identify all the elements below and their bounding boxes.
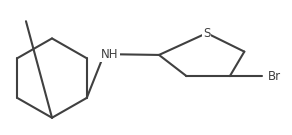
- Text: S: S: [203, 27, 211, 40]
- Text: NH: NH: [101, 48, 119, 61]
- Text: Br: Br: [268, 70, 281, 83]
